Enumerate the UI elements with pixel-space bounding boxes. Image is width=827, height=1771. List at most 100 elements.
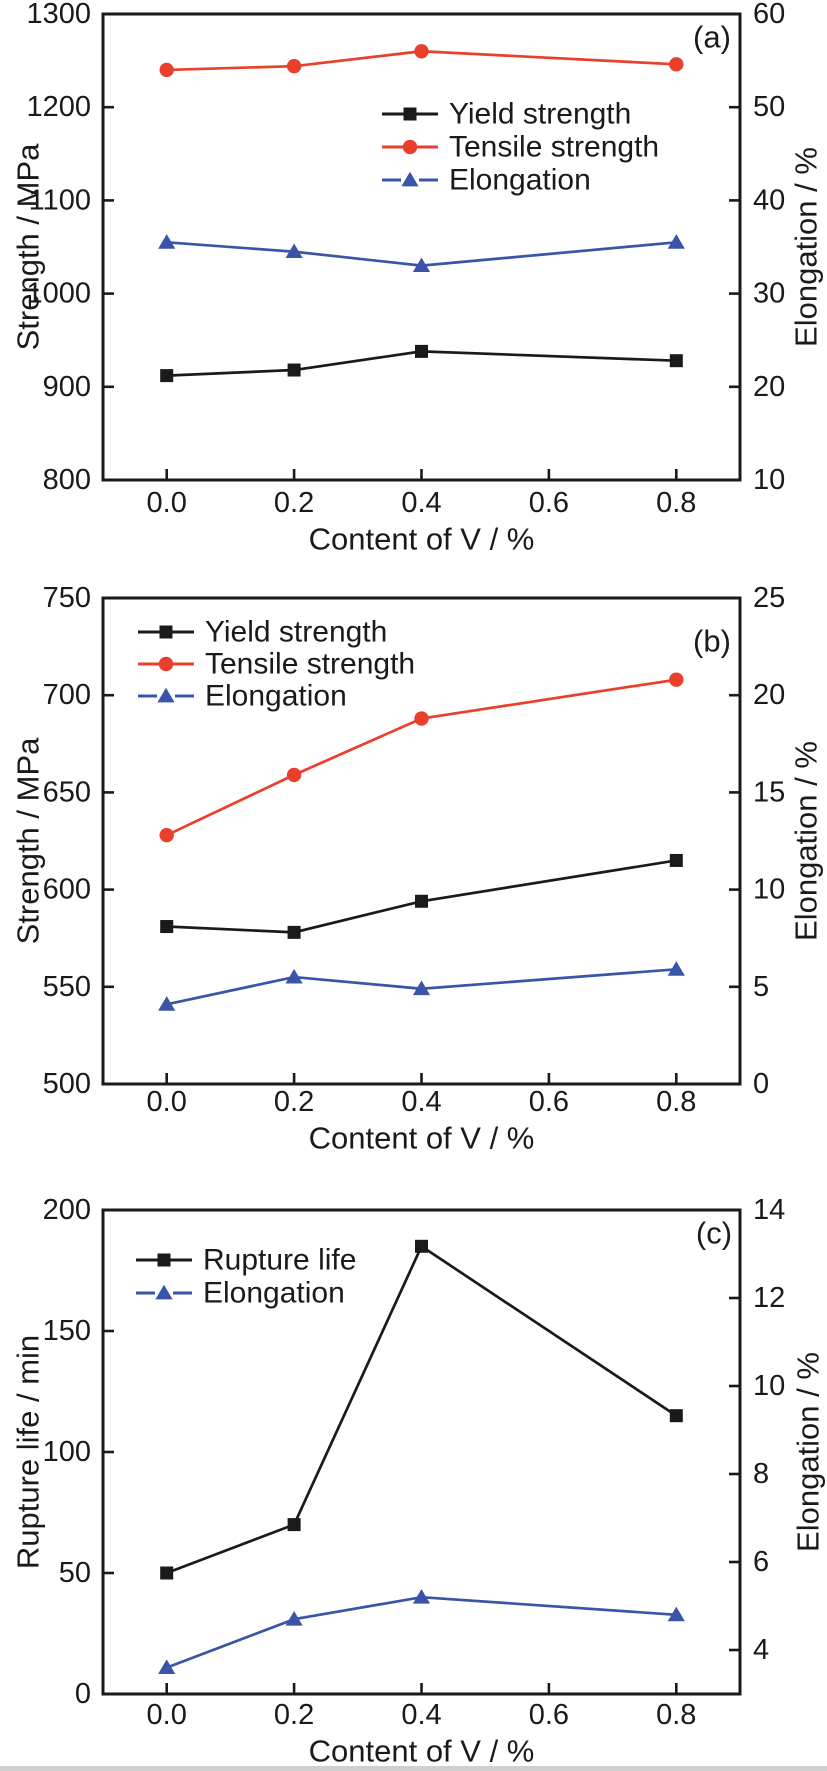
- elongation-marker: [285, 968, 303, 984]
- left-tick-label: 1000: [26, 278, 91, 310]
- right-tick-label: 10: [753, 464, 785, 496]
- elongation-marker: [158, 234, 176, 249]
- tensile-strength-marker: [669, 57, 684, 72]
- right-tick-label: 12: [753, 1282, 785, 1314]
- legend-elongation-marker: [155, 1284, 173, 1300]
- x-tick-label: 0.2: [274, 487, 314, 519]
- tensile-strength-marker: [159, 62, 174, 78]
- right-tick-label: 40: [753, 184, 785, 216]
- panel-c: 0 50 100 150 200 4 6 8 10 12 14 0.0 0.2 0.4 0.6 0.8 Rupt…: [11, 1194, 826, 1769]
- elongation-marker: [285, 243, 303, 259]
- right-axis-title: Elongation / %: [791, 1352, 826, 1552]
- left-tick-label: 900: [43, 371, 91, 403]
- legend-label-rupture-life: Rupture life: [203, 1244, 356, 1277]
- right-tick-label: 50: [753, 91, 785, 123]
- elongation-marker: [412, 1589, 431, 1604]
- axes-a: 800 900 1000 1100 1200 1300 10 20 30 40 50 60 0.0 0.2…: [26, 0, 785, 519]
- legend-yield-strength-marker: [403, 107, 417, 121]
- left-tick-label: 100: [43, 1436, 91, 1468]
- panel-letter-a: (a): [693, 20, 731, 55]
- b-series-yield-strength: [160, 853, 683, 939]
- right-tick-label: 60: [753, 0, 785, 30]
- elongation-marker: [285, 1611, 303, 1626]
- x-axis-title: Content of V / %: [309, 1734, 535, 1769]
- left-tick-label: 800: [43, 464, 91, 496]
- panel-letter-b: (b): [693, 624, 731, 659]
- legend-rupture-life-marker: [157, 1253, 171, 1267]
- elongation-line: [166, 967, 677, 1006]
- legend-label-yield-strength: Yield strength: [449, 98, 631, 131]
- panel-letter-c: (c): [696, 1216, 732, 1251]
- yield-strength-marker: [287, 363, 301, 377]
- c-series-rupture-life: [160, 1239, 683, 1580]
- plot-border-b: [101, 596, 742, 1086]
- legend-tensile-strength-marker: [402, 139, 418, 155]
- left-axis-title: Strength / MPa: [11, 143, 46, 351]
- panel-b: 500 550 600 650 700 750 0 5 10 15 20 25 0.0 0.2 0.4 0.6…: [11, 582, 824, 1156]
- left-axis-title: Rupture life / min: [11, 1335, 46, 1569]
- elongation-marker: [667, 1606, 685, 1622]
- plot-border-c: [101, 1208, 742, 1696]
- elongation-marker: [158, 1659, 176, 1674]
- x-tick-label: 0.8: [656, 1699, 696, 1731]
- right-tick-label: 30: [753, 278, 785, 310]
- right-tick-label: 5: [753, 971, 769, 1003]
- b-series-tensile-strength: [159, 672, 684, 843]
- elongation-marker: [158, 996, 176, 1011]
- x-tick-label: 0.2: [274, 1086, 314, 1118]
- x-tick-label: 0.6: [529, 487, 569, 519]
- left-tick-label: 550: [43, 971, 91, 1003]
- tensile-strength-marker: [669, 672, 684, 687]
- page-edge-strip: [0, 1766, 827, 1771]
- a-series-elongation: [158, 234, 685, 273]
- tensile-strength-marker: [159, 827, 174, 843]
- yield-strength-marker: [160, 920, 174, 934]
- c-series-elongation: [158, 1589, 685, 1674]
- left-axis-title: Strength / MPa: [11, 737, 46, 945]
- tensile-strength-line: [166, 678, 677, 837]
- x-tick-label: 0.0: [147, 1699, 187, 1731]
- left-tick-label: 1200: [26, 91, 91, 123]
- right-tick-label: 10: [753, 1370, 785, 1402]
- yield-strength-marker: [415, 894, 428, 908]
- elongation-line: [166, 240, 677, 267]
- x-tick-label: 0.0: [147, 487, 187, 519]
- elongation-line: [166, 1595, 677, 1669]
- legend-yield-strength-marker: [159, 625, 173, 639]
- legend-label-tensile-strength: Tensile strength: [449, 131, 659, 164]
- x-tick-label: 0.4: [401, 1086, 441, 1118]
- panel-a: 800 900 1000 1100 1200 1300 10 20 30 40 50 60 0.0 0.2…: [11, 0, 824, 557]
- left-tick-label: 650: [43, 776, 91, 808]
- right-tick-label: 20: [753, 371, 785, 403]
- x-axis-title: Content of V / %: [309, 1121, 535, 1156]
- elongation-marker: [667, 234, 685, 249]
- right-tick-label: 10: [753, 874, 785, 906]
- rupture-life-marker: [415, 1239, 428, 1253]
- rupture-life-marker: [669, 1409, 683, 1423]
- tensile-strength-marker: [414, 44, 429, 59]
- yield-strength-marker: [287, 925, 301, 939]
- right-axis-title: Elongation / %: [789, 741, 824, 941]
- left-tick-label: 1100: [29, 184, 91, 216]
- x-tick-label: 0.6: [529, 1699, 569, 1731]
- x-tick-label: 0.2: [274, 1699, 314, 1731]
- tensile-strength-marker: [286, 58, 302, 74]
- tensile-strength-marker: [286, 767, 302, 783]
- rupture-life-marker: [287, 1518, 301, 1532]
- right-tick-label: 6: [753, 1546, 769, 1578]
- axes-c: 0 50 100 150 200 4 6 8 10 12 14 0.0 0.2 0.4 0.6 0.8: [43, 1194, 786, 1731]
- left-tick-label: 50: [59, 1557, 91, 1589]
- right-axis-title: Elongation / %: [789, 147, 824, 347]
- x-tick-label: 0.4: [401, 1699, 441, 1731]
- yield-strength-marker: [669, 354, 683, 368]
- legend-label-elongation: Elongation: [203, 1277, 345, 1310]
- left-tick-label: 500: [43, 1068, 91, 1100]
- b-series-elongation: [158, 961, 685, 1011]
- plot-border-a: [101, 12, 742, 482]
- legend-label-elongation: Elongation: [205, 680, 347, 713]
- left-tick-label: 700: [43, 679, 91, 711]
